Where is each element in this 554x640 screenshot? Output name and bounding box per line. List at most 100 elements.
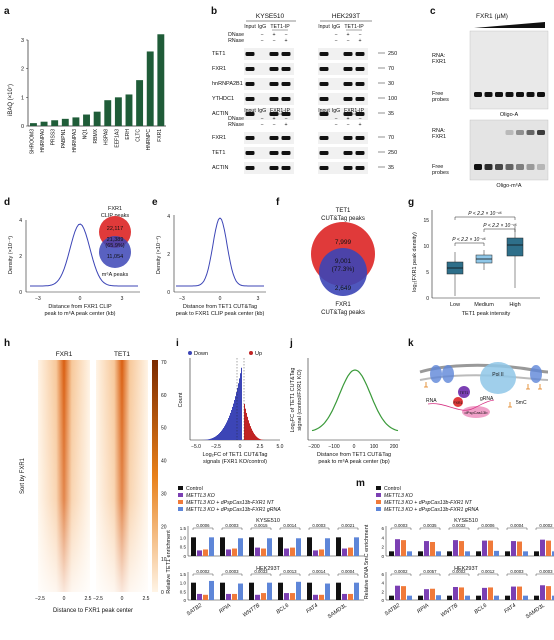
bar — [424, 589, 429, 600]
bar — [342, 593, 347, 600]
panel-j-ylabel-2: signal (control/FXR1 KO) — [297, 369, 303, 430]
panel-d-xtick-1: 0 — [79, 296, 82, 302]
hist-bar-down — [219, 433, 220, 440]
bar — [238, 538, 243, 556]
panel-i-legend-down: Down — [194, 351, 208, 357]
bar — [546, 586, 551, 600]
bar — [401, 586, 406, 600]
blot-band — [269, 97, 279, 101]
lane-label: FXR1-IP — [344, 108, 364, 114]
panel-f-title-1: TET1 — [336, 208, 351, 214]
gel-oligo-a — [469, 30, 549, 110]
panel-e-ytick-1: 2 — [167, 252, 170, 258]
panel-e-xtick-0: −3 — [179, 296, 185, 302]
hist-bar-down — [211, 438, 212, 440]
panel-l-ylabel: Relative TET1 enrichment — [166, 530, 172, 594]
hist-bar-down — [232, 406, 233, 440]
hist-bar-up — [246, 412, 247, 440]
blot-mw-label: 250 — [388, 150, 397, 156]
panel-e-xlabel-1: Distance from TET1 CUT&Tag — [183, 304, 257, 310]
treatment-sign: − — [334, 38, 337, 44]
panel-i-xtick: −5.0 — [191, 444, 201, 450]
bar — [407, 595, 412, 600]
panel-letter-f: f — [276, 197, 280, 208]
hist-bar-down — [214, 437, 215, 440]
panel-j-xlabel-2: peak to m⁶A peak center (bp) — [318, 458, 390, 465]
bar-hspa8 — [104, 100, 112, 126]
hist-bar-up — [244, 404, 245, 440]
gene-label: SATB2 — [384, 603, 401, 618]
panel-e-ytick-0: 0 — [167, 290, 170, 296]
hist-bar-down — [207, 439, 208, 440]
blot-strip — [244, 63, 294, 75]
lane-label: IgG — [258, 24, 266, 30]
blot-band — [343, 82, 353, 86]
gene-label: SAMD3L — [525, 603, 546, 621]
lane-label: IgG — [258, 108, 266, 114]
heatmap-color-scale — [152, 360, 158, 592]
hist-bar-down — [240, 373, 241, 440]
blot-row-label: TET1 — [212, 51, 225, 57]
panel-a-ytick: 2 — [21, 67, 24, 73]
bar — [488, 587, 493, 600]
treatment-sign: + — [346, 32, 349, 38]
bar — [249, 537, 254, 556]
rnase-label: RNase — [228, 38, 244, 44]
legend-swatch — [376, 507, 381, 511]
bar — [459, 587, 464, 600]
bar — [336, 582, 341, 600]
blot-mw-label: 250 — [388, 51, 397, 57]
legend-label: METTL3 KO + dPspCas13b-FXR1 gRNA — [186, 507, 281, 513]
lane-label: IgG — [332, 24, 340, 30]
hist-bar-down — [227, 420, 228, 440]
panel-c-rna-1: RNA: — [432, 53, 446, 59]
hist-bar-up — [258, 438, 259, 440]
hist-bar-down — [237, 387, 238, 440]
panel-h-col-tet1: TET1 — [114, 351, 130, 358]
panel-h-col-fxr1: FXR1 — [56, 351, 73, 358]
venn-f-pct-mid: (77.3%) — [332, 266, 355, 273]
bar — [348, 593, 353, 600]
gene-label: WNT7B — [440, 603, 459, 619]
bar — [424, 541, 429, 556]
blot-strip — [318, 108, 368, 120]
panel-d-venn-title-1: FXR1 — [108, 206, 122, 212]
panel-g-ytick-2: 10 — [423, 244, 429, 250]
hist-bar-up — [260, 439, 261, 440]
panel-c-rna-2: RNA: — [432, 128, 446, 134]
bar-fxr1 — [157, 34, 165, 127]
venn-d-m6a-circle — [99, 236, 131, 268]
panel-g-ytick-3: 15 — [423, 218, 429, 224]
bar — [546, 540, 551, 556]
panel-j-xtick: 0 — [353, 444, 356, 450]
lane-label: Input — [244, 108, 256, 114]
legend-down-dot — [188, 351, 192, 355]
bar — [534, 595, 539, 600]
bar — [494, 550, 499, 556]
panel-c-title: FXR1 (µM) — [476, 13, 508, 20]
ytick: 0.5 — [180, 589, 187, 594]
panel-a-ytick: 1 — [21, 95, 24, 101]
bar — [505, 595, 510, 600]
blot-mw-label: 70 — [388, 135, 394, 141]
pvalue: 0.0002 — [394, 569, 408, 574]
blot-band — [319, 52, 329, 56]
panel-c-probes-2: probes — [432, 170, 449, 176]
heatmap-xtick: −2.5 — [35, 596, 45, 602]
pol2-blob — [480, 362, 516, 394]
panel-d-ytick-2: 4 — [19, 218, 22, 224]
gene-label: RPIA — [218, 603, 232, 615]
pvalue: 0.0003 — [225, 569, 239, 574]
panel-a-category-label: FXR1 — [157, 129, 163, 142]
panel-j-line: Log₂FC of TET1 CUT&Tag signal (control/F… — [290, 358, 400, 465]
panel-e-density-curve — [176, 217, 264, 287]
free-probe-band — [516, 164, 524, 170]
panel-e-ylabel: Density (×10⁻⁴) — [155, 236, 162, 274]
venn-f-n-top: 7,999 — [335, 239, 352, 246]
legend-label: METTL3 KO — [186, 493, 215, 499]
bar — [482, 540, 487, 556]
hist-bar-down — [218, 434, 219, 440]
pvalue: 0.0006 — [196, 523, 210, 528]
fxr1-blob — [453, 397, 463, 407]
panel-g-ytick-1: 5 — [426, 270, 429, 276]
